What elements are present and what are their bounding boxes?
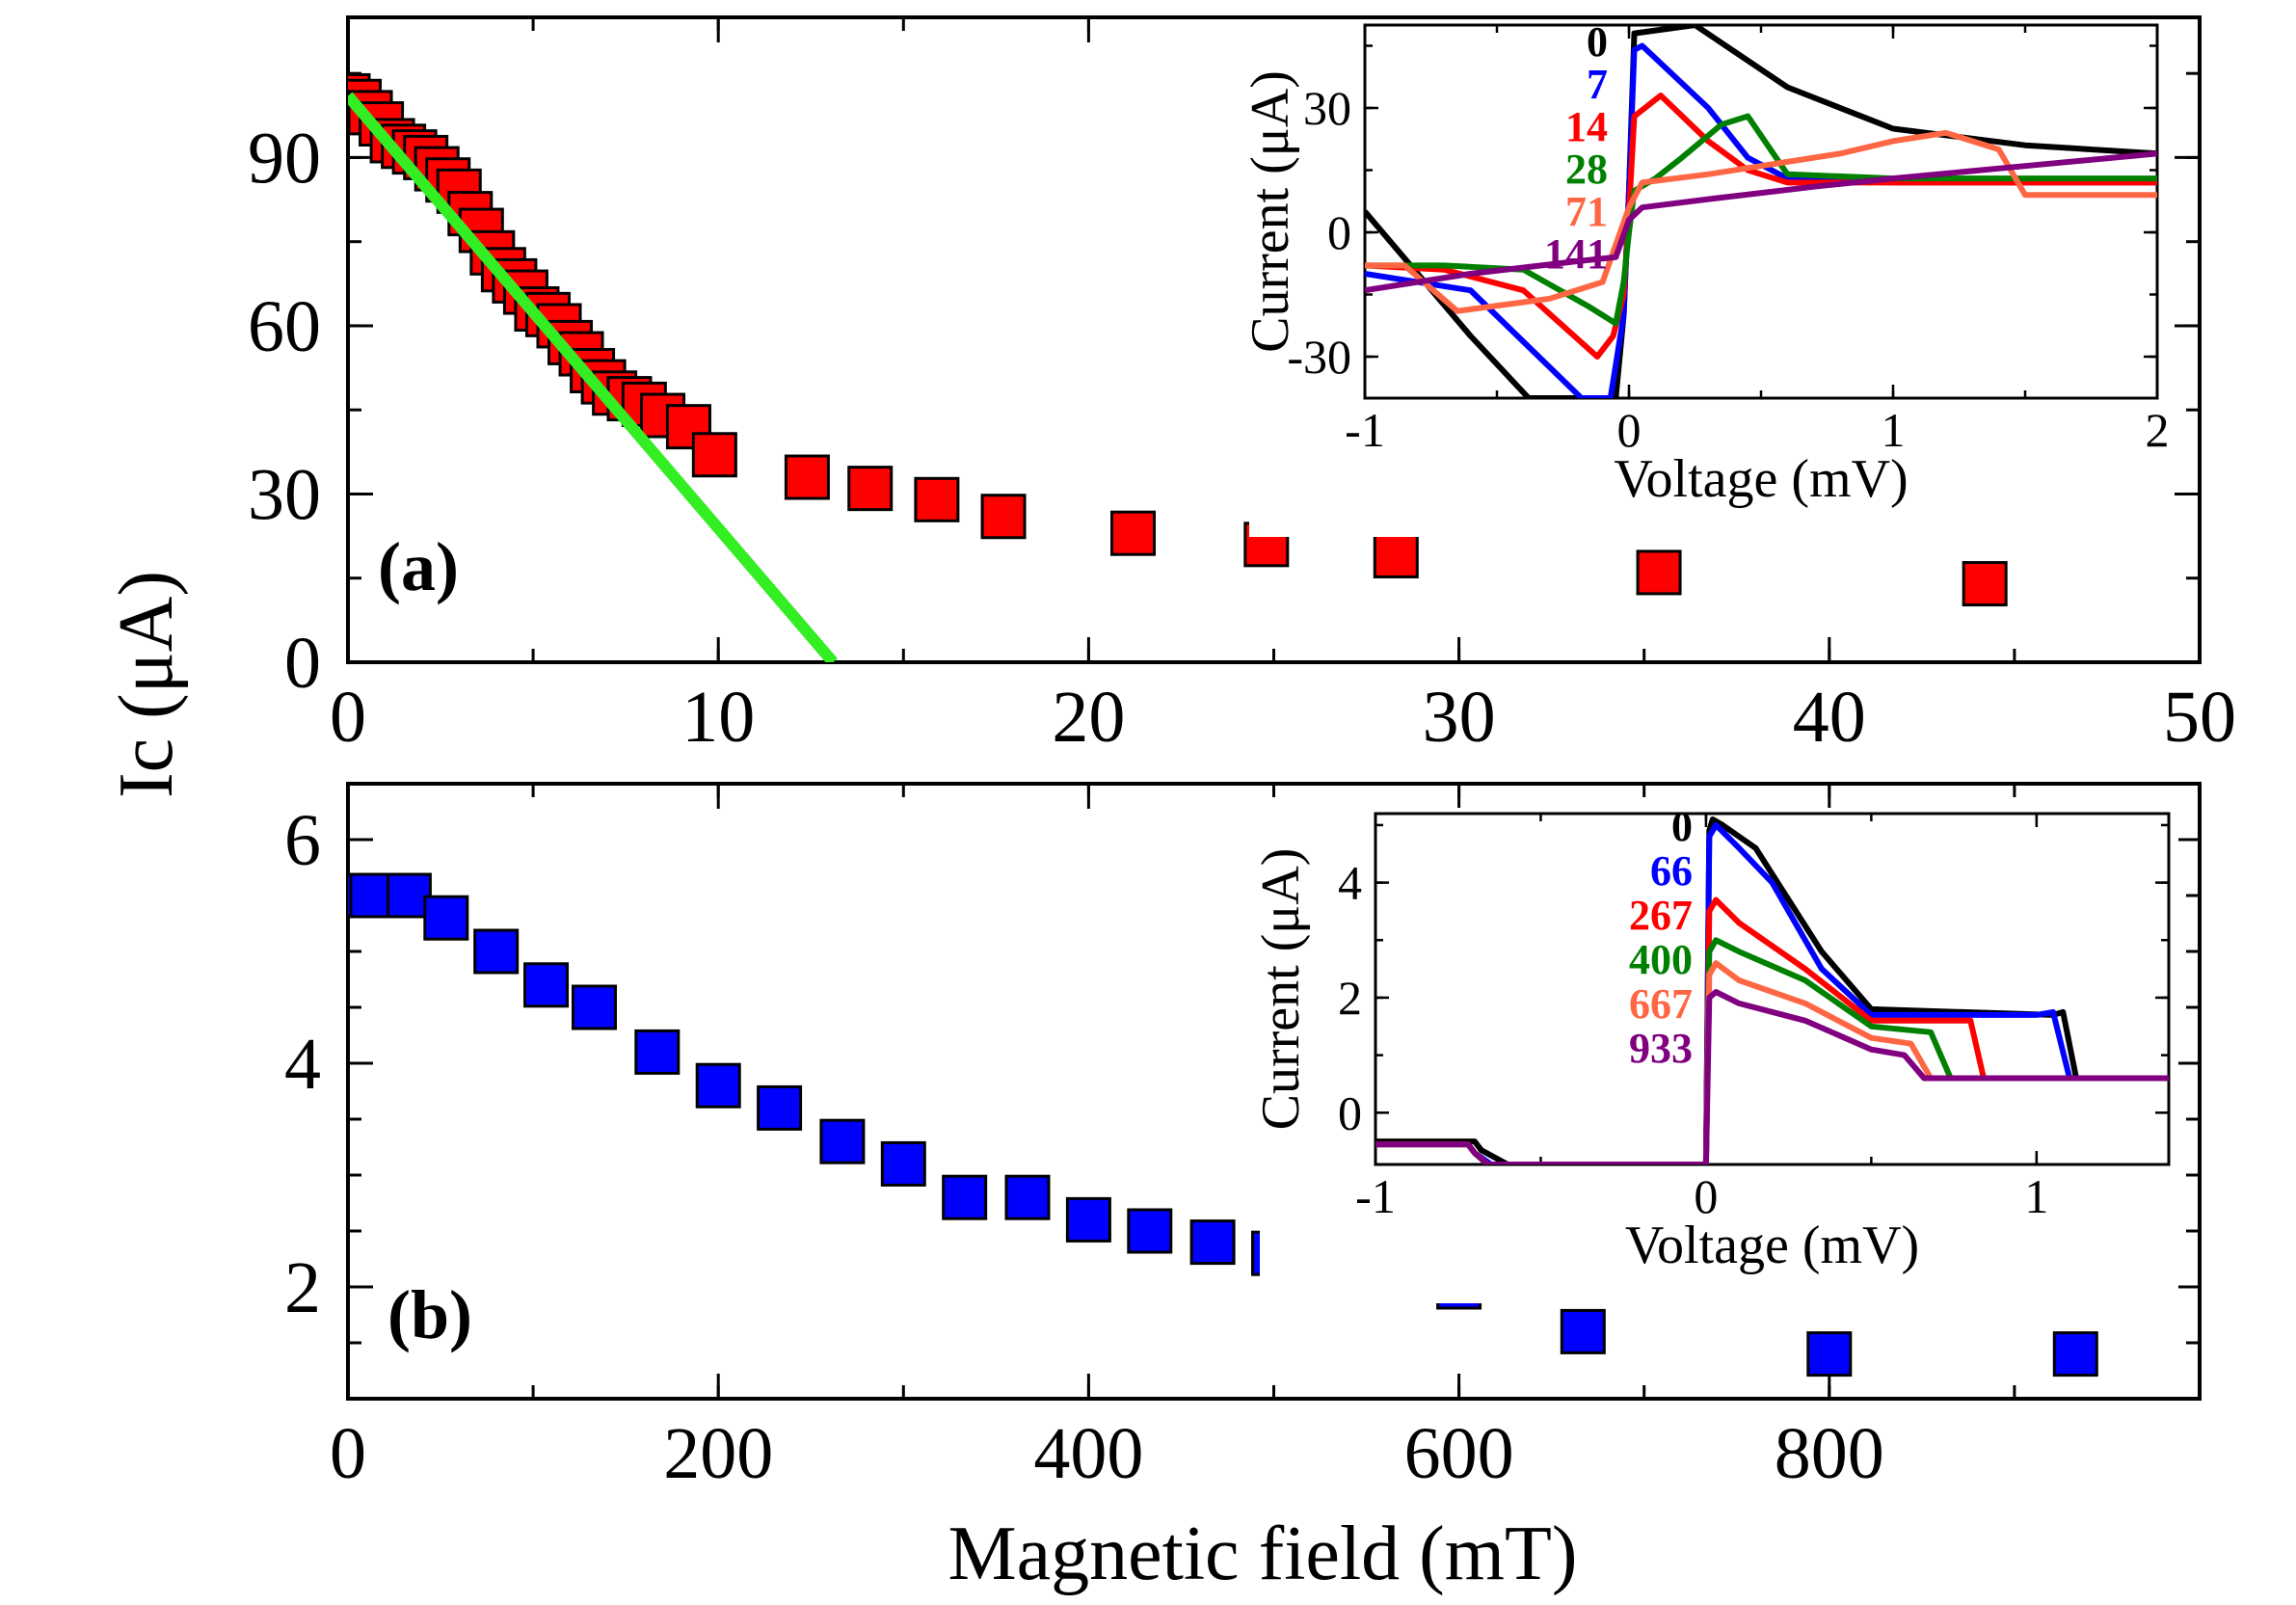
main-y-tick-label: 60: [248, 286, 321, 367]
main-x-tick-label: 200: [663, 1413, 773, 1494]
inset-curve-label: 7: [1587, 61, 1608, 108]
inset-curve-label: 0: [1587, 18, 1608, 66]
inset-series-141: [1365, 150, 2157, 294]
inset-series-28: [1365, 113, 2157, 327]
data-point: [423, 895, 469, 941]
inset-y-axis-title: Current (μA): [1241, 70, 1300, 353]
main-y-tick-label: 0: [284, 623, 321, 704]
inset-series-71: [1365, 129, 2157, 314]
main-x-tick-label: 0: [330, 1413, 366, 1494]
inset-plot-area: [1375, 816, 2169, 1164]
main-x-tick-label: 10: [681, 677, 755, 758]
main-x-tick-label: 30: [1423, 677, 1496, 758]
data-point: [1806, 1331, 1853, 1378]
data-point: [914, 476, 960, 522]
inset-curve-label: 14: [1565, 103, 1608, 150]
main-x-tick-label: 0: [330, 677, 366, 758]
main-x-tick-label: 20: [1052, 677, 1125, 758]
plot-area-a: [348, 72, 2008, 662]
data-point: [2052, 1331, 2098, 1378]
inset-curve-label: 66: [1650, 847, 1693, 895]
main-x-tick-label: 600: [1404, 1413, 1514, 1494]
data-point: [1189, 1219, 1236, 1266]
inset-series-933: [1375, 989, 2169, 1164]
data-point: [691, 432, 737, 478]
data-point: [1373, 532, 1419, 578]
data-point: [634, 1029, 681, 1075]
data-point: [1962, 561, 2008, 607]
main-x-tick-label: 800: [1775, 1413, 1884, 1494]
inset-x-tick-label: 1: [1882, 403, 1906, 457]
data-point: [1636, 549, 1682, 596]
inset-x-axis-title: Voltage (mV): [1625, 1216, 1919, 1275]
inset-curve-label: 71: [1565, 188, 1608, 235]
inset-series-7: [1365, 42, 2157, 398]
inset-y-tick-label: 2: [1338, 971, 1362, 1025]
main-x-tick-label: 50: [2163, 677, 2236, 758]
main-y-tick-label: 4: [284, 1024, 321, 1105]
inset-curve-label: 400: [1629, 936, 1693, 983]
panel-label: (a): [378, 528, 459, 605]
data-point: [847, 466, 894, 512]
main-y-tick-label: 30: [248, 454, 321, 535]
inset-x-tick-label: 2: [2146, 403, 2170, 457]
main-y-tick-label: 2: [284, 1247, 321, 1328]
inset-x-tick-label: 1: [2024, 1169, 2048, 1223]
inset-x-tick-label: 0: [1694, 1169, 1718, 1223]
data-point: [819, 1118, 866, 1164]
data-point: [880, 1140, 926, 1187]
data-point: [1127, 1208, 1173, 1254]
inset-x-axis-title: Voltage (mV): [1614, 449, 1908, 509]
inset-curve-label: 267: [1629, 892, 1693, 939]
inset-y-axis-title: Current (μA): [1251, 848, 1311, 1131]
main-x-tick-label: 40: [1793, 677, 1866, 758]
data-point: [1065, 1196, 1111, 1243]
data-point: [784, 454, 830, 500]
inset-y-tick-label: 0: [1338, 1085, 1362, 1139]
main-y-tick-label: 90: [248, 118, 321, 199]
main-x-tick-label: 400: [1033, 1413, 1143, 1494]
inset-curve-label: 28: [1565, 146, 1608, 193]
panel-label: (b): [387, 1276, 472, 1353]
main-y-tick-label: 6: [284, 800, 321, 881]
data-point: [695, 1062, 741, 1109]
data-point: [1110, 510, 1157, 556]
data-point: [1004, 1174, 1051, 1220]
inset-x-tick-label: -1: [1355, 1169, 1396, 1223]
inset-series-0: [1375, 816, 2169, 1164]
inset-curve-label: 667: [1629, 980, 1693, 1028]
inset-background: [1260, 808, 2178, 1303]
data-point: [665, 404, 711, 450]
inset-y-tick-label: 30: [1303, 81, 1351, 135]
data-point: [571, 984, 617, 1030]
data-point: [757, 1084, 803, 1131]
data-point: [523, 962, 570, 1008]
data-point: [980, 494, 1027, 540]
inset-curve-label: 0: [1671, 803, 1693, 850]
inset-frame: [1374, 812, 2171, 1166]
fit-line: [348, 92, 838, 662]
inset-y-tick-label: 4: [1338, 856, 1362, 910]
inset-curve-label: 933: [1629, 1025, 1693, 1072]
data-point: [473, 928, 520, 975]
inset-y-tick-label: 0: [1327, 205, 1351, 259]
x-axis-title: Magnetic field (mT): [948, 1511, 1577, 1596]
inset-x-tick-label: 0: [1617, 403, 1642, 457]
inset-y-tick-label: -30: [1287, 330, 1351, 384]
data-point: [1560, 1308, 1606, 1354]
inset-curve-label: 141: [1544, 230, 1608, 278]
y-axis-title: Ic (μA): [104, 571, 189, 798]
data-point: [942, 1174, 988, 1220]
inset-plot-area: [1365, 25, 2157, 398]
inset-x-tick-label: -1: [1345, 403, 1385, 457]
